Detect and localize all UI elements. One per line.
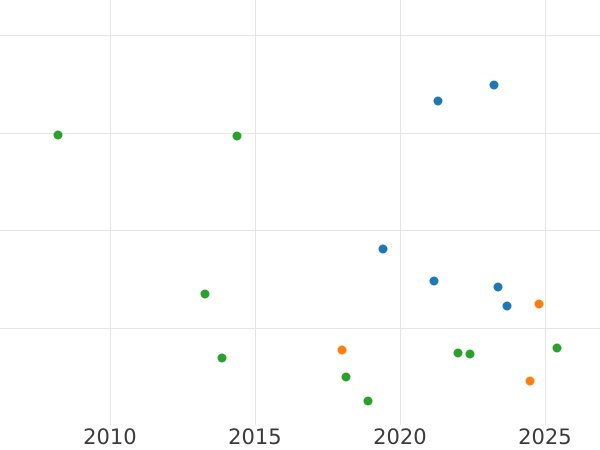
x-gridline-2020 <box>399 0 401 425</box>
data-point-green <box>232 131 242 141</box>
data-point-blue <box>433 96 443 106</box>
data-point-blue <box>489 80 499 90</box>
data-point-blue <box>502 301 512 311</box>
data-point-blue <box>378 244 387 254</box>
x-gridline-2010 <box>109 0 111 425</box>
x-tick-label-2015: 2015 <box>228 425 282 449</box>
x-tick-label-2010: 2010 <box>83 425 137 449</box>
data-point-green <box>453 348 463 358</box>
data-point-blue <box>493 282 503 292</box>
data-point-green <box>53 130 63 140</box>
y-gridline <box>0 132 600 134</box>
y-gridline <box>0 230 600 232</box>
x-gridline-2025 <box>544 0 546 425</box>
data-point-orange <box>337 345 347 355</box>
data-point-blue <box>429 276 439 286</box>
x-tick-label-2025: 2025 <box>518 425 572 449</box>
data-point-green <box>552 343 562 353</box>
data-point-green <box>341 372 351 382</box>
data-point-green <box>363 396 373 406</box>
x-tick-label-2020: 2020 <box>373 425 427 449</box>
data-point-orange <box>525 376 535 386</box>
data-point-green <box>217 353 227 363</box>
data-point-orange <box>534 299 544 309</box>
x-gridline-2015 <box>254 0 256 425</box>
data-point-green <box>200 289 210 299</box>
y-gridline <box>0 327 600 329</box>
data-point-green <box>465 349 474 359</box>
y-gridline <box>0 35 600 36</box>
